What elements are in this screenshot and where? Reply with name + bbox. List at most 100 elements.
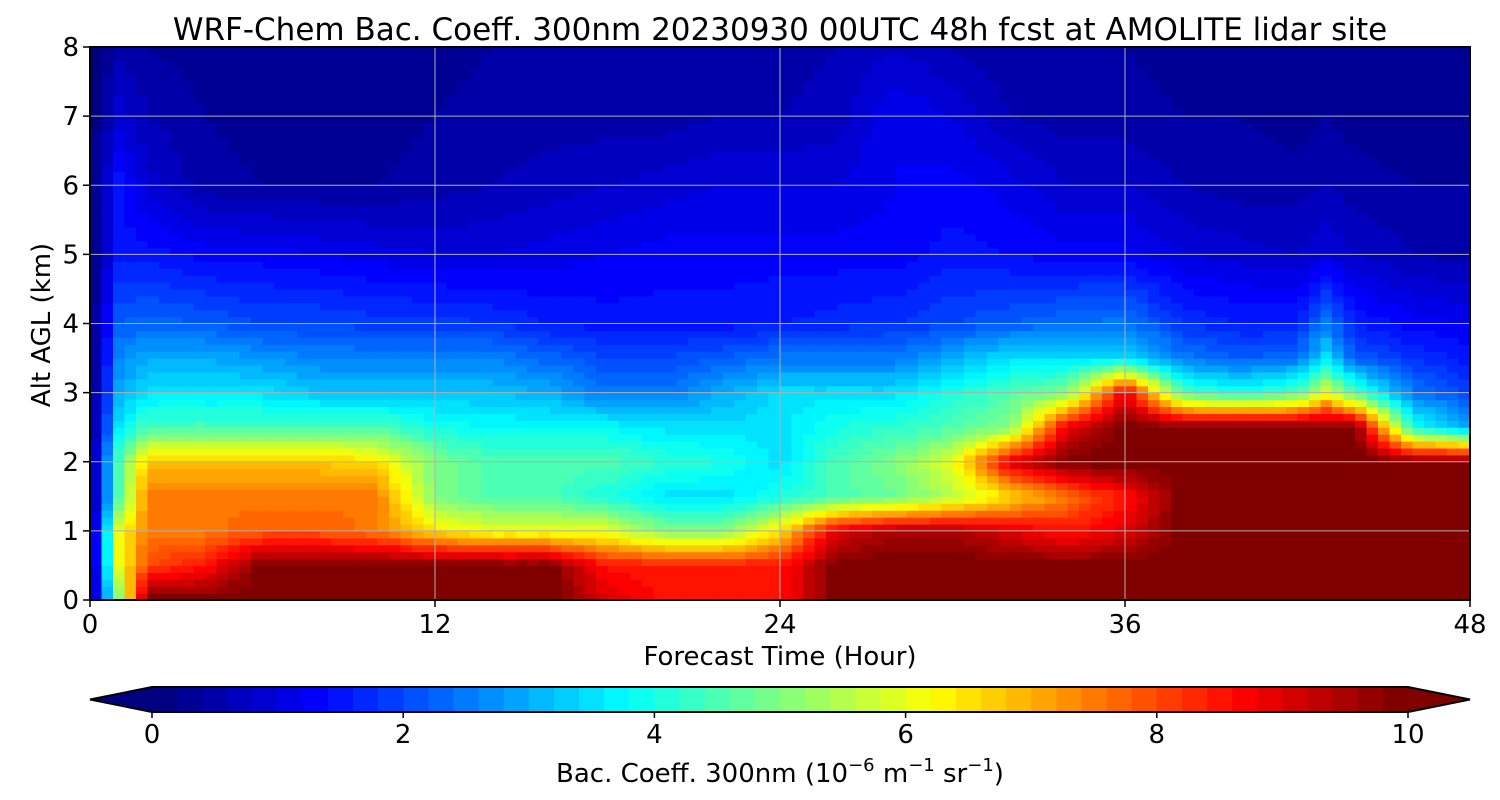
heatmap-cell: [538, 337, 551, 345]
heatmap-cell: [492, 517, 505, 525]
heatmap-cell: [320, 413, 333, 421]
heatmap-cell: [665, 406, 678, 414]
heatmap-cell: [492, 344, 505, 352]
heatmap-cell: [1159, 392, 1172, 401]
heatmap-cell: [1412, 461, 1425, 470]
heatmap-cell: [239, 420, 252, 428]
heatmap-cell: [1435, 517, 1448, 525]
heatmap-cell: [124, 392, 137, 401]
heatmap-cell: [791, 330, 804, 338]
heatmap-cell: [734, 378, 747, 387]
heatmap-cell: [883, 454, 896, 463]
heatmap-cell: [1412, 323, 1425, 332]
heatmap-cell: [1286, 447, 1299, 456]
heatmap-cell: [1424, 406, 1437, 414]
heatmap-cell: [1056, 572, 1069, 580]
heatmap-cell: [504, 406, 517, 414]
heatmap-cell: [1067, 530, 1080, 539]
heatmap-cell: [630, 427, 643, 435]
heatmap-cell: [147, 447, 160, 456]
heatmap-cell: [1102, 371, 1115, 380]
heatmap-cell: [492, 378, 505, 387]
heatmap-cell: [1320, 503, 1333, 511]
heatmap-cell: [987, 544, 1000, 553]
heatmap-cell: [699, 434, 712, 442]
heatmap-cell: [262, 441, 275, 449]
heatmap-cell: [1389, 420, 1402, 428]
heatmap-cell: [515, 364, 528, 373]
heatmap-cell: [665, 461, 678, 470]
heatmap-cell: [159, 399, 172, 408]
heatmap-cell: [193, 544, 206, 553]
heatmap-cell: [826, 330, 839, 338]
heatmap-cell: [1090, 565, 1103, 573]
heatmap-cell: [1194, 406, 1207, 414]
heatmap-cell: [1366, 399, 1379, 408]
heatmap-cell: [596, 434, 609, 442]
heatmap-cell: [412, 517, 425, 525]
heatmap-cell: [1447, 468, 1460, 477]
heatmap-cell: [1090, 482, 1103, 490]
heatmap-cell: [929, 420, 942, 428]
heatmap-cell: [492, 544, 505, 553]
heatmap-cell: [998, 330, 1011, 338]
heatmap-cell: [630, 593, 643, 601]
heatmap-cell: [1458, 510, 1471, 518]
heatmap-cell: [1343, 344, 1356, 352]
heatmap-cell: [1366, 378, 1379, 387]
heatmap-cell: [1159, 572, 1172, 580]
heatmap-cell: [1205, 406, 1218, 414]
heatmap-cell: [1033, 406, 1046, 414]
heatmap-cell: [1240, 337, 1253, 345]
heatmap-cell: [1090, 344, 1103, 352]
heatmap-cell: [1320, 323, 1333, 332]
heatmap-cell: [837, 385, 850, 394]
heatmap-cell: [550, 544, 563, 553]
heatmap-cell: [1458, 427, 1471, 435]
heatmap-cell: [308, 482, 321, 490]
heatmap-cell: [1079, 420, 1092, 428]
heatmap-cell: [860, 351, 873, 359]
heatmap-cell: [826, 586, 839, 594]
heatmap-cell: [504, 392, 517, 401]
heatmap-cell: [1148, 565, 1161, 573]
heatmap-cell: [216, 406, 229, 414]
heatmap-cell: [826, 558, 839, 567]
heatmap-cell: [492, 530, 505, 539]
heatmap-cell: [561, 510, 574, 518]
heatmap-cell: [1412, 572, 1425, 580]
heatmap-cell: [1401, 364, 1414, 373]
heatmap-cell: [791, 364, 804, 373]
heatmap-cell: [1033, 385, 1046, 394]
heatmap-cell: [849, 482, 862, 490]
heatmap-cell: [849, 558, 862, 567]
heatmap-cell: [136, 565, 149, 573]
heatmap-cell: [573, 413, 586, 421]
heatmap-cell: [699, 523, 712, 532]
heatmap-cell: [550, 475, 563, 484]
heatmap-cell: [320, 482, 333, 490]
heatmap-cell: [1217, 371, 1230, 380]
heatmap-cell: [734, 461, 747, 470]
heatmap-cell: [711, 551, 724, 560]
heatmap-cell: [1332, 558, 1345, 567]
heatmap-cell: [906, 537, 919, 546]
heatmap-cell: [1355, 454, 1368, 463]
heatmap-cell: [1228, 351, 1241, 359]
heatmap-cell: [952, 517, 965, 525]
heatmap-cell: [343, 337, 356, 345]
heatmap-cell: [1297, 489, 1310, 497]
heatmap-cell: [895, 337, 908, 345]
heatmap-cell: [1113, 517, 1126, 525]
heatmap-cell: [1412, 565, 1425, 573]
heatmap-cell: [550, 510, 563, 518]
heatmap-cell: [561, 316, 574, 325]
heatmap-cell: [251, 330, 264, 338]
heatmap-cell: [550, 351, 563, 359]
heatmap-cell: [906, 565, 919, 573]
heatmap-cell: [228, 503, 241, 511]
heatmap-cell: [538, 441, 551, 449]
heatmap-cell: [1079, 337, 1092, 345]
heatmap-cell: [1412, 544, 1425, 553]
heatmap-cell: [665, 330, 678, 338]
